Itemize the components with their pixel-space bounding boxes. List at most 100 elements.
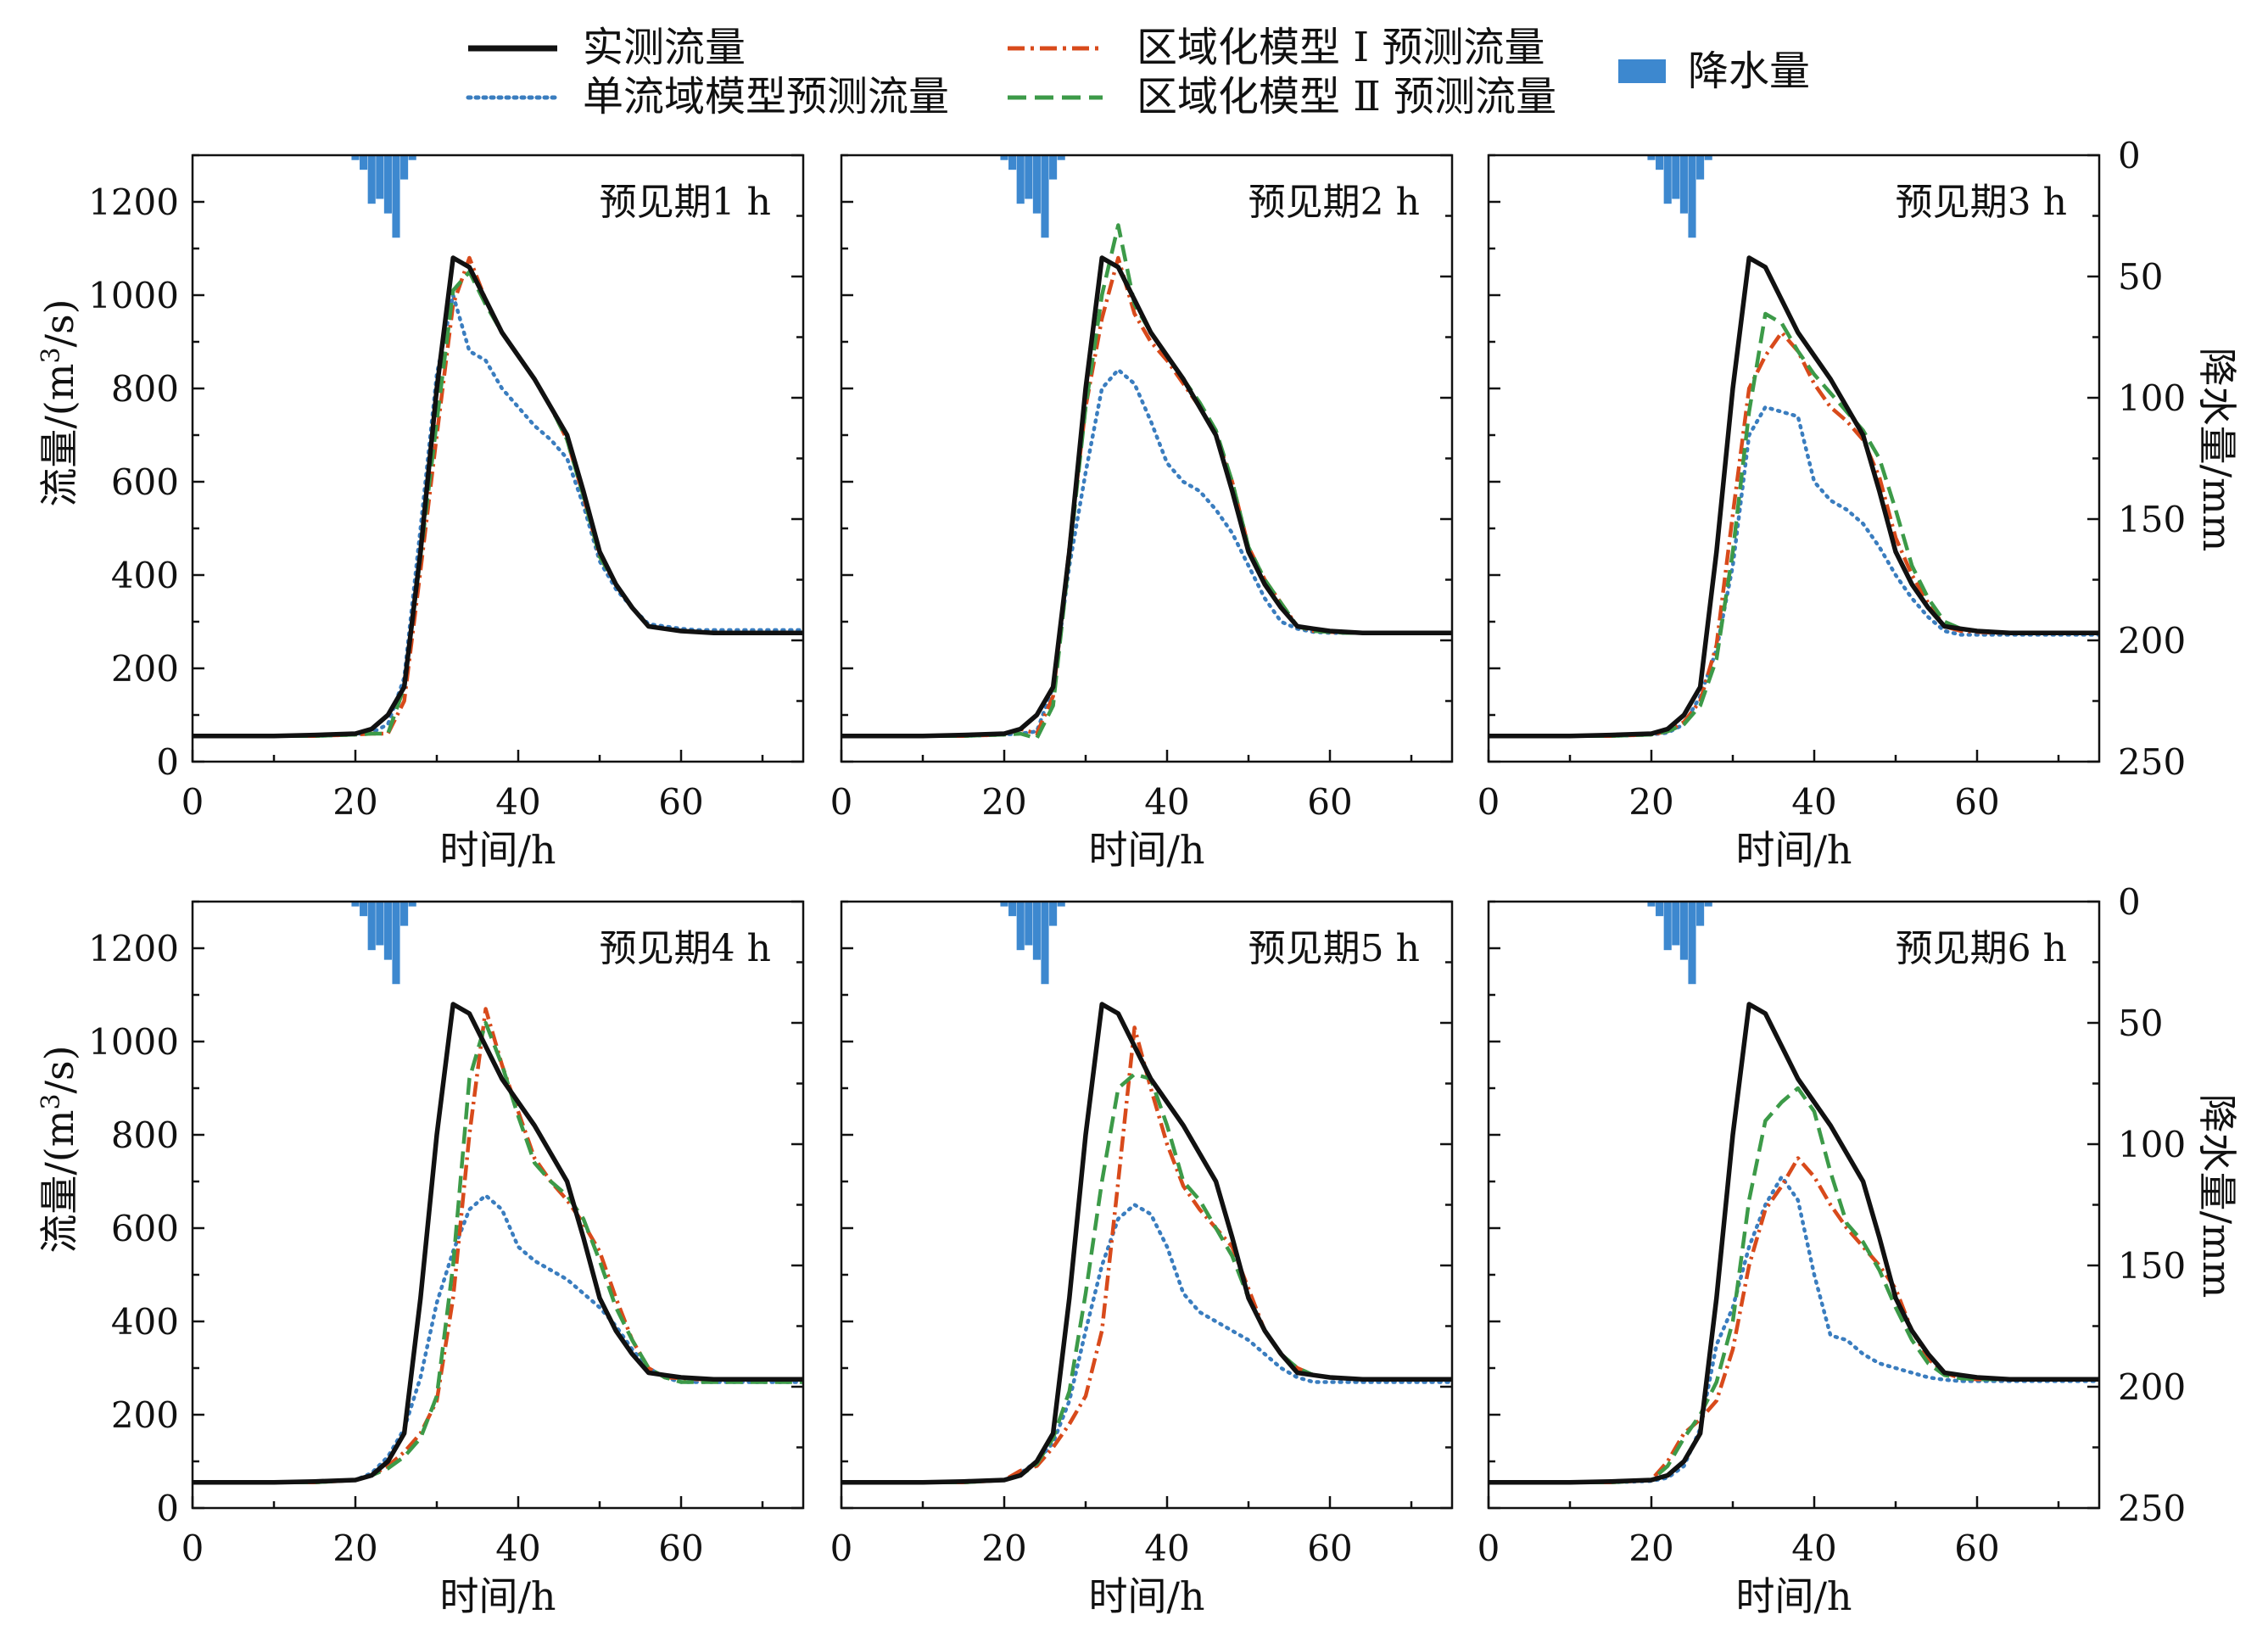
series-line-regional2 xyxy=(193,1020,803,1485)
rain-bar xyxy=(360,155,368,170)
series-line-single xyxy=(1489,1175,2099,1485)
x-tick-label: 60 xyxy=(1954,781,1999,823)
x-tick-label: 20 xyxy=(981,1528,1026,1569)
rain-bar xyxy=(1704,902,1712,907)
rain-bar xyxy=(1032,155,1041,214)
rain-bar xyxy=(1663,155,1672,204)
rain-bar xyxy=(1656,902,1664,917)
series-line-regional1 xyxy=(841,1025,1452,1485)
y-right-tick-label: 50 xyxy=(2118,1003,2163,1044)
legend-label-observed: 实测流量 xyxy=(583,24,746,71)
plot-frame xyxy=(840,900,1454,1510)
ylabel-left-tail-bottom: /s) xyxy=(36,1045,82,1093)
right-axis-title-bottom: 降水量/mm xyxy=(2194,1094,2240,1299)
panel-label: 预见期4 h xyxy=(600,927,771,970)
series-line-regional2 xyxy=(1489,1086,2099,1485)
legend-item-single: 单流域模型预测流量 xyxy=(466,73,949,120)
x-tick-label: 40 xyxy=(1144,781,1189,823)
rain-bar xyxy=(1672,902,1680,946)
plot-frame xyxy=(840,154,1454,763)
y-left-tick-label: 600 xyxy=(111,1208,179,1249)
panel-5: 0 20 40 60 时间/h 预见期5 h xyxy=(830,900,1454,1619)
x-tick-label: 40 xyxy=(495,781,540,823)
legend: 实测流量 单流域模型预测流量 区域化模型 Ⅰ 预测流量 区域化模型 Ⅱ 预测流量… xyxy=(466,24,1810,120)
x-tick-label: 0 xyxy=(182,781,204,823)
x-tick-label: 40 xyxy=(1144,1528,1189,1569)
rain-bar xyxy=(1008,155,1017,170)
series-line-observed xyxy=(193,255,803,739)
series-line-single xyxy=(193,293,803,739)
y-right-tick-label: 200 xyxy=(2118,1366,2186,1408)
rain-bar xyxy=(1656,155,1664,170)
ylabel-left-sup-top: 3 xyxy=(36,347,66,363)
panel-label: 预见期5 h xyxy=(1249,927,1420,970)
rain-bar xyxy=(392,155,400,238)
rain-bar xyxy=(1696,902,1705,926)
rain-bar xyxy=(1025,155,1033,199)
y-left-tick-label: 1000 xyxy=(88,275,179,316)
x-tick-label: 20 xyxy=(981,781,1026,823)
legend-item-rain: 降水量 xyxy=(1618,47,1810,95)
y-left-tick-label: 200 xyxy=(111,648,179,690)
svg-text:流量/(m3/s): 流量/(m3/s) xyxy=(36,299,82,506)
x-axis-title: 时间/h xyxy=(439,827,556,873)
legend-label-rain: 降水量 xyxy=(1688,47,1810,95)
x-tick-label: 60 xyxy=(1954,1528,1999,1569)
rain-bar xyxy=(392,902,400,985)
rain-bar xyxy=(1041,155,1049,238)
series-line-observed xyxy=(841,255,1452,739)
rain-bar xyxy=(1647,155,1656,160)
series-line-single xyxy=(1489,405,2099,739)
x-axis-title: 时间/h xyxy=(1735,827,1852,873)
series-line-regional1 xyxy=(841,255,1452,739)
y-right-tick-label: 200 xyxy=(2118,620,2186,662)
plot-frame xyxy=(1487,900,2101,1510)
rain-bar xyxy=(383,902,392,960)
y-left-tick-label: 400 xyxy=(111,555,179,596)
series-line-regional2 xyxy=(841,1072,1452,1485)
x-tick-label: 60 xyxy=(658,1528,703,1569)
rain-bar xyxy=(367,155,376,204)
svg-text:流量/(m3/s): 流量/(m3/s) xyxy=(36,1045,82,1253)
rain-bar xyxy=(408,902,416,907)
ylabel-left-main-bottom: 流量/(m xyxy=(36,1110,82,1254)
x-tick-label: 60 xyxy=(1307,1528,1352,1569)
y-left-tick-label: 800 xyxy=(111,1114,179,1156)
ylabel-left-sup-bottom: 3 xyxy=(36,1093,66,1109)
rain-bar xyxy=(400,155,409,180)
y-right-tick-label: 0 xyxy=(2118,881,2141,923)
left-axis-title-bottom: 流量/(m3/s) xyxy=(36,1045,82,1253)
rain-bar xyxy=(351,902,360,907)
rain-bar xyxy=(1016,155,1025,204)
panel-3: 0 20 40 60 0 50 100 150 200 250 时间/h 预见期3 h xyxy=(1478,135,2187,873)
x-tick-label: 40 xyxy=(1791,1528,1836,1569)
x-axis-title: 时间/h xyxy=(1735,1573,1852,1619)
rain-bar xyxy=(400,902,409,926)
series-line-single xyxy=(841,367,1452,739)
legend-item-observed: 实测流量 xyxy=(468,24,746,71)
rain-bar xyxy=(1679,902,1688,960)
rain-bar xyxy=(1016,902,1025,951)
x-tick-label: 0 xyxy=(830,1528,853,1569)
x-tick-label: 0 xyxy=(1478,781,1500,823)
series-line-regional1 xyxy=(193,255,803,739)
x-tick-label: 20 xyxy=(332,781,377,823)
rain-bar xyxy=(376,155,384,199)
series-line-regional1 xyxy=(193,1007,803,1485)
series-line-regional2 xyxy=(1489,311,2099,739)
y-right-tick-label: 100 xyxy=(2118,1124,2186,1165)
y-right-tick-label: 50 xyxy=(2118,256,2163,298)
series-line-observed xyxy=(841,1002,1452,1485)
series-line-regional2 xyxy=(841,223,1452,740)
rain-bar xyxy=(376,902,384,946)
legend-label-regional2: 区域化模型 Ⅱ 预测流量 xyxy=(1137,73,1556,120)
x-axis-title: 时间/h xyxy=(1088,1573,1204,1619)
rain-bar xyxy=(1696,155,1705,180)
x-tick-label: 20 xyxy=(1628,1528,1673,1569)
x-tick-label: 20 xyxy=(332,1528,377,1569)
plot-frame xyxy=(1487,154,2101,763)
x-axis-title: 时间/h xyxy=(439,1573,556,1619)
